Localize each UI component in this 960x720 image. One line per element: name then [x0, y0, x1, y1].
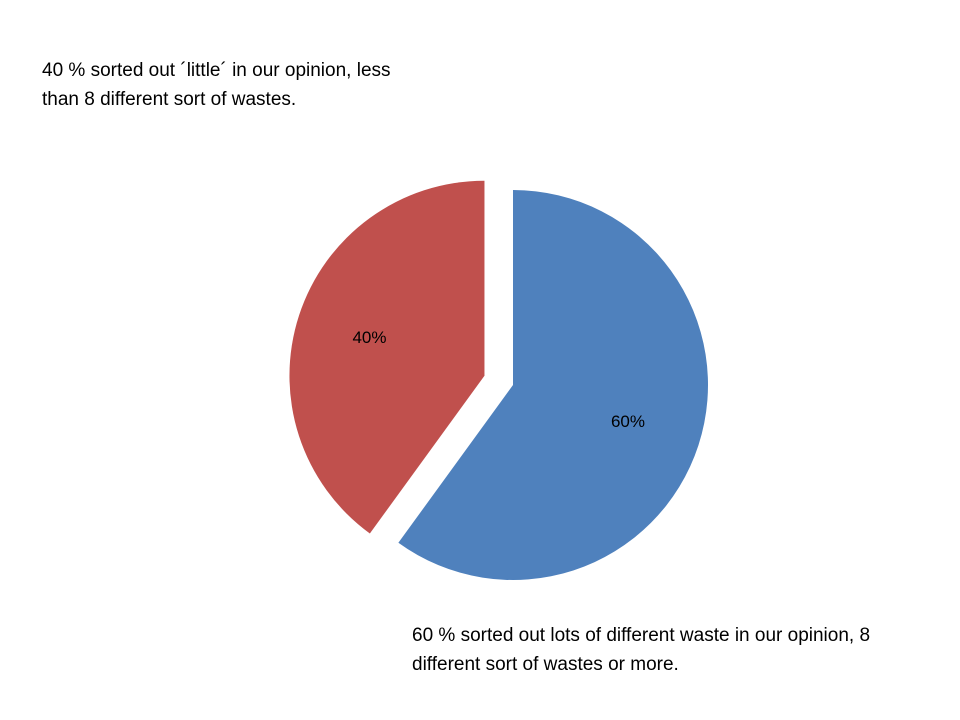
pie-data-labels: 60% 40%: [352, 328, 645, 431]
pie-label-60: 60%: [611, 412, 645, 431]
pie-slices: [289, 180, 709, 580]
pie-slice-60: [398, 190, 709, 580]
pie-label-40: 40%: [352, 328, 386, 347]
pie-slice-40: [289, 180, 485, 534]
annotation-little-sorting: 40 % sorted out ´little´ in our opinion,…: [42, 60, 391, 110]
annotation-lots-sorting: 60 % sorted out lots of different waste …: [412, 625, 871, 675]
